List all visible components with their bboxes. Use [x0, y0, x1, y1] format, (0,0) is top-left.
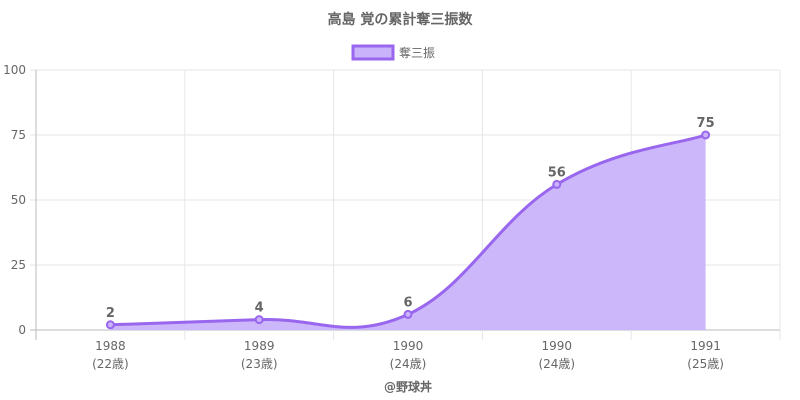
data-label: 56	[548, 165, 566, 180]
grid: 0 25 50 75 100 1988 (22歳) 1989 (23歳) 1990 (24歳) 199…	[3, 63, 781, 371]
data-point	[105, 320, 115, 330]
legend[interactable]: 奪三振	[351, 44, 435, 61]
y-tick-label: 0	[18, 323, 26, 337]
x-tick-year: 1988	[95, 339, 126, 353]
data-point	[254, 315, 264, 325]
legend-swatch	[351, 44, 395, 61]
x-tick-age: (22歳)	[92, 357, 129, 371]
data-point	[552, 179, 562, 189]
data-label: 2	[106, 306, 115, 321]
data-label: 75	[697, 116, 715, 131]
chart-title: 高島 覚の累計奪三振数	[328, 11, 474, 28]
y-tick-label: 75	[11, 128, 26, 142]
x-tick-age: (23歳)	[241, 357, 278, 371]
x-tick-age: (24歳)	[538, 357, 575, 371]
legend-label: 奪三振	[399, 45, 435, 60]
y-tick-label: 25	[11, 258, 26, 272]
labels: 2 4 6 56 75	[105, 116, 715, 330]
x-tick-year: 1989	[244, 339, 275, 353]
x-tick-age: (25歳)	[687, 357, 724, 371]
x-tick-year: 1990	[542, 339, 573, 353]
y-tick-label: 50	[11, 193, 26, 207]
credit-label: @野球丼	[384, 379, 432, 394]
data-point	[403, 309, 413, 319]
data-point	[701, 130, 711, 140]
x-tick-year: 1991	[690, 339, 721, 353]
x-tick-year: 1990	[393, 339, 424, 353]
data-label: 6	[403, 295, 412, 310]
data-label: 4	[255, 301, 264, 316]
series-area	[110, 135, 706, 330]
x-tick-age: (24歳)	[390, 357, 427, 371]
y-tick-label: 100	[3, 63, 26, 77]
